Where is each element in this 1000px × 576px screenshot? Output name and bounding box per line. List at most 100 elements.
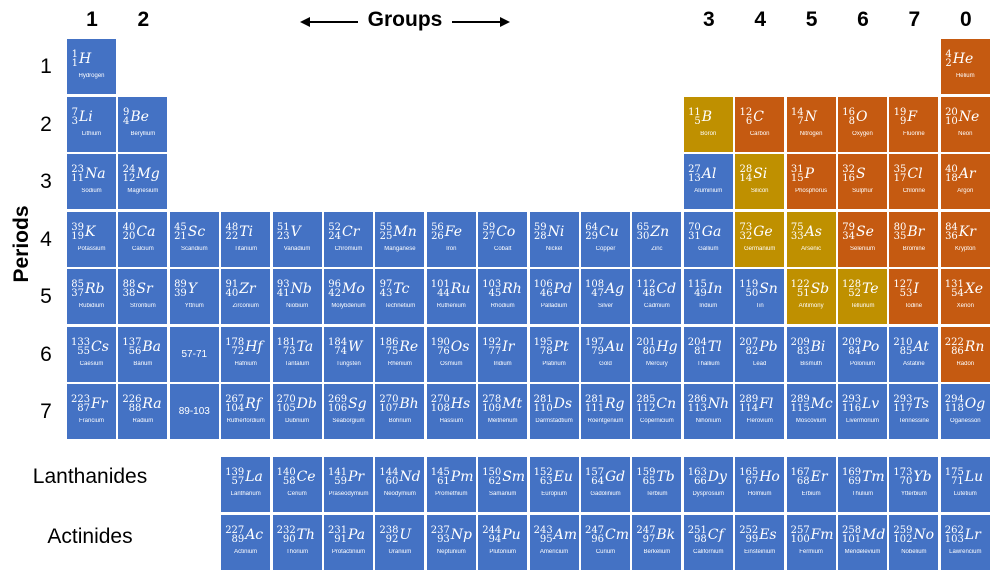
element-cell-p[interactable]: 31 15 P Phosphorus <box>786 154 836 209</box>
element-cell-fm[interactable]: 257 100 Fm Fermium <box>786 515 836 570</box>
element-cell-b[interactable]: 11 5 B Boron <box>683 96 733 152</box>
element-cell-po[interactable]: 209 84 Po Polonium <box>838 326 887 382</box>
element-cell-mo[interactable]: 96 42 Mo Molybdenum <box>324 269 373 324</box>
element-cell-th[interactable]: 232 90 Th Thorium <box>272 515 322 570</box>
element-cell-am[interactable]: 243 95 Am Americium <box>529 515 579 570</box>
element-cell-cf[interactable]: 251 98 Cf Californium <box>683 515 733 570</box>
element-cell-be[interactable]: 9 4 Be Beryllium <box>118 96 168 152</box>
element-cell-v[interactable]: 51 23 V Vanadium <box>272 211 322 267</box>
element-cell-au[interactable]: 197 79 Au Gold <box>581 326 630 382</box>
element-cell-pt[interactable]: 195 78 Pt Platinum <box>529 326 579 382</box>
element-cell-ag[interactable]: 108 47 Ag Silver <box>581 269 630 324</box>
element-cell-rb[interactable]: 85 37 Rb Rubidium <box>67 269 116 324</box>
element-cell-er[interactable]: 167 68 Er Erbium <box>786 457 836 512</box>
element-cell-pd[interactable]: 106 46 Pd Palladium <box>529 269 579 324</box>
element-cell-kr[interactable]: 84 36 Kr Krypton <box>940 211 990 267</box>
element-cell-cn[interactable]: 285 112 Cn Copernicium <box>632 384 682 439</box>
element-cell-tm[interactable]: 169 69 Tm Thulium <box>838 457 887 512</box>
element-cell-ga[interactable]: 70 31 Ga Gallium <box>683 211 733 267</box>
element-cell-mt[interactable]: 278 109 Mt Meitnerium <box>478 384 528 439</box>
element-cell-sr[interactable]: 88 38 Sr Strontium <box>118 269 168 324</box>
element-cell-db[interactable]: 270 105 Db Dubnium <box>272 384 322 439</box>
element-cell-nh[interactable]: 286 113 Nh Nihonium <box>683 384 733 439</box>
element-cell-cr[interactable]: 52 24 Cr Chromium <box>324 211 373 267</box>
element-cell-dy[interactable]: 163 66 Dy Dysprosium <box>683 457 733 512</box>
element-cell-hf[interactable]: 178 72 Hf Hafnium <box>221 326 271 382</box>
element-cell-pu[interactable]: 244 94 Pu Plutonium <box>478 515 528 570</box>
element-cell-ba[interactable]: 137 56 Ba Barium <box>118 326 168 382</box>
element-cell-cm[interactable]: 247 96 Cm Curium <box>581 515 630 570</box>
element-cell-ar[interactable]: 40 18 Ar Argon <box>940 154 990 209</box>
element-cell-ta[interactable]: 181 73 Ta Tantalum <box>272 326 322 382</box>
element-cell-sm[interactable]: 150 62 Sm Samarium <box>478 457 528 512</box>
element-cell-in[interactable]: 115 49 In Indium <box>683 269 733 324</box>
element-cell-lu[interactable]: 175 71 Lu Lutetium <box>940 457 990 512</box>
element-cell-re[interactable]: 186 75 Re Rhenium <box>375 326 425 382</box>
element-cell-gd[interactable]: 157 64 Gd Gadolinium <box>581 457 630 512</box>
element-cell-co[interactable]: 59 27 Co Cobalt <box>478 211 528 267</box>
element-cell-bk[interactable]: 247 97 Bk Berkelium <box>632 515 682 570</box>
element-cell-bi[interactable]: 209 83 Bi Bismuth <box>786 326 836 382</box>
element-cell-zr[interactable]: 91 40 Zr Zirconium <box>221 269 271 324</box>
element-cell-ge[interactable]: 73 32 Ge Germanium <box>735 211 785 267</box>
element-cell-ne[interactable]: 20 10 Ne Neon <box>940 96 990 152</box>
element-cell-ru[interactable]: 101 44 Ru Ruthenium <box>426 269 476 324</box>
element-cell-na[interactable]: 23 11 Na Sodium <box>67 154 116 209</box>
element-cell-ti[interactable]: 48 22 Ti Titanium <box>221 211 271 267</box>
element-cell-ho[interactable]: 165 67 Ho Holmium <box>735 457 785 512</box>
element-cell-es[interactable]: 252 99 Es Einsteinium <box>735 515 785 570</box>
element-cell-pa[interactable]: 231 91 Pa Protactinium <box>324 515 373 570</box>
element-cell-li[interactable]: 7 3 Li Lithium <box>67 96 116 152</box>
element-cell-o[interactable]: 16 8 O Oxygen <box>838 96 887 152</box>
element-cell-ca[interactable]: 40 20 Ca Calcium <box>118 211 168 267</box>
element-cell-fr[interactable]: 223 87 Fr Francium <box>67 384 116 439</box>
element-cell-md[interactable]: 258 101 Md Mendelevium <box>838 515 887 570</box>
element-cell-c[interactable]: 12 6 C Carbon <box>735 96 785 152</box>
element-cell-at[interactable]: 210 85 At Astatine <box>889 326 939 382</box>
element-cell-y[interactable]: 89 39 Y Yttrium <box>169 269 219 324</box>
element-cell-pm[interactable]: 145 61 Pm Promethium <box>426 457 476 512</box>
element-cell-si[interactable]: 28 14 Si Silicon <box>735 154 785 209</box>
element-cell-fl[interactable]: 289 114 Fl Flerovium <box>735 384 785 439</box>
element-cell-lr[interactable]: 262 103 Lr Lawrencium <box>940 515 990 570</box>
element-cell-br[interactable]: 80 35 Br Bromine <box>889 211 939 267</box>
element-cell-nb[interactable]: 93 41 Nb Niobium <box>272 269 322 324</box>
element-cell-tc[interactable]: 97 43 Tc Technetium <box>375 269 425 324</box>
element-cell-se[interactable]: 79 34 Se Selenium <box>838 211 887 267</box>
element-cell-ce[interactable]: 140 58 Ce Cerium <box>272 457 322 512</box>
element-cell-tb[interactable]: 159 65 Tb Terbium <box>632 457 682 512</box>
element-cell-w[interactable]: 184 74 W Tungsten <box>324 326 373 382</box>
element-cell-la[interactable]: 139 57 La Lanthanum <box>221 457 271 512</box>
element-cell-rh[interactable]: 103 45 Rh Rhodium <box>478 269 528 324</box>
element-cell-i[interactable]: 127 53 I Iodine <box>889 269 939 324</box>
element-cell-cs[interactable]: 133 55 Cs Caesium <box>67 326 116 382</box>
element-cell-h[interactable]: 1 1 H Hydrogen <box>67 39 116 94</box>
element-cell-hs[interactable]: 270 108 Hs Hassium <box>426 384 476 439</box>
element-cell-k[interactable]: 39 19 K Potassium <box>67 211 116 267</box>
element-cell-s[interactable]: 32 16 S Sulphur <box>838 154 887 209</box>
element-cell-yb[interactable]: 173 70 Yb Ytterbium <box>889 457 939 512</box>
element-cell-zn[interactable]: 65 30 Zn Zinc <box>632 211 682 267</box>
element-cell-np[interactable]: 237 93 Np Neptunium <box>426 515 476 570</box>
element-cell-cl[interactable]: 35 17 Cl Chlorine <box>889 154 939 209</box>
element-cell-nd[interactable]: 144 60 Nd Neodymium <box>375 457 425 512</box>
element-cell-ac[interactable]: 227 89 Ac Actinium <box>221 515 271 570</box>
element-cell-ra[interactable]: 226 88 Ra Radium <box>118 384 168 439</box>
element-cell-sc[interactable]: 45 21 Sc Scandium <box>169 211 219 267</box>
element-cell-al[interactable]: 27 13 Al Aluminium <box>683 154 733 209</box>
element-cell-ir[interactable]: 192 77 Ir Iridium <box>478 326 528 382</box>
element-cell-pb[interactable]: 207 82 Pb Lead <box>735 326 785 382</box>
element-cell-sn[interactable]: 119 50 Sn Tin <box>735 269 785 324</box>
element-cell-ni[interactable]: 59 28 Ni Nickel <box>529 211 579 267</box>
element-cell-ts[interactable]: 293 117 Ts Tennessine <box>889 384 939 439</box>
element-cell-hg[interactable]: 201 80 Hg Mercury <box>632 326 682 382</box>
element-cell-rf[interactable]: 267 104 Rf Rutherfordium <box>221 384 271 439</box>
element-cell-ds[interactable]: 281 110 Ds Darmstadtium <box>529 384 579 439</box>
element-cell-rn[interactable]: 222 86 Rn Radon <box>940 326 990 382</box>
element-cell-lv[interactable]: 293 116 Lv Livermorium <box>838 384 887 439</box>
element-cell-sg[interactable]: 269 106 Sg Seaborgium <box>324 384 373 439</box>
element-cell-u[interactable]: 238 92 U Uranium <box>375 515 425 570</box>
element-cell-rg[interactable]: 281 111 Rg Roentgenium <box>581 384 630 439</box>
element-cell-mc[interactable]: 289 115 Mc Moscovium <box>786 384 836 439</box>
element-cell-os[interactable]: 190 76 Os Osmium <box>426 326 476 382</box>
